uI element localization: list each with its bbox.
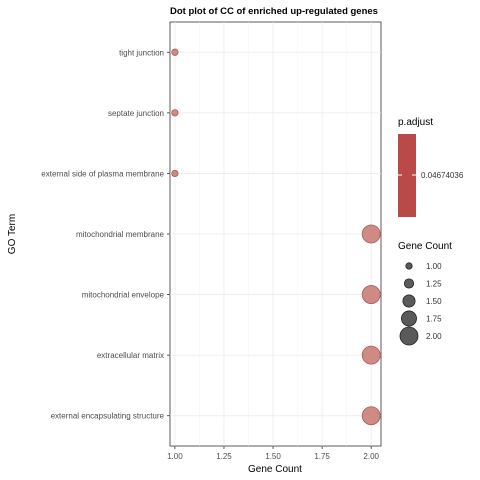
data-point: [171, 48, 179, 56]
y-axis: tight junction septate junction external s…: [41, 48, 170, 421]
size-legend: Gene Count 1.00 1.25 1.50 1.75 2.00: [398, 241, 452, 346]
size-legend-title: Gene Count: [398, 241, 452, 252]
x-tick-label: 1.00: [167, 452, 183, 461]
data-point: [361, 345, 381, 365]
size-legend-point: [399, 326, 419, 346]
size-legend-label: 1.50: [426, 297, 442, 306]
x-tick-label: 1.75: [314, 452, 330, 461]
y-tick-label: external encapsulating structure: [51, 412, 165, 421]
x-axis: 1.00 1.25 1.50 1.75 2.00: [167, 446, 380, 461]
size-legend-label: 1.00: [426, 262, 442, 271]
panel: [169, 21, 382, 447]
x-tick-label: 2.00: [363, 452, 379, 461]
color-legend-title: p.adjust: [398, 117, 433, 128]
color-legend: p.adjust 0.04674036: [398, 117, 464, 217]
y-tick-label: external side of plasma membrane: [41, 169, 164, 178]
data-point: [361, 285, 381, 304]
y-tick-label: mitochondrial envelope: [82, 291, 165, 300]
color-legend-bar: [398, 134, 416, 217]
size-legend-label: 2.00: [426, 332, 442, 341]
data-point: [171, 109, 179, 117]
y-tick-label: tight junction: [119, 48, 164, 57]
size-legend-label: 1.25: [426, 280, 442, 289]
x-tick-label: 1.25: [216, 452, 232, 461]
size-legend-point: [405, 262, 413, 270]
size-legend-point: [401, 310, 417, 327]
data-point: [361, 406, 381, 426]
y-axis-label: GO Term: [7, 214, 18, 254]
x-tick-label: 1.50: [265, 452, 281, 461]
color-legend-label: 0.04674036: [421, 171, 464, 180]
chart-title: Dot plot of CC of enriched up-regulated …: [170, 6, 378, 17]
y-tick-label: extracellular matrix: [97, 351, 164, 360]
data-points: [171, 48, 381, 426]
size-legend-point: [402, 294, 416, 308]
size-legend-label: 1.75: [426, 315, 442, 324]
y-tick-label: mitochondrial membrane: [76, 230, 165, 239]
x-axis-label: Gene Count: [248, 464, 302, 475]
size-legend-point: [403, 278, 415, 289]
y-tick-label: septate junction: [108, 109, 164, 118]
data-point: [171, 169, 179, 178]
data-point: [361, 224, 381, 244]
